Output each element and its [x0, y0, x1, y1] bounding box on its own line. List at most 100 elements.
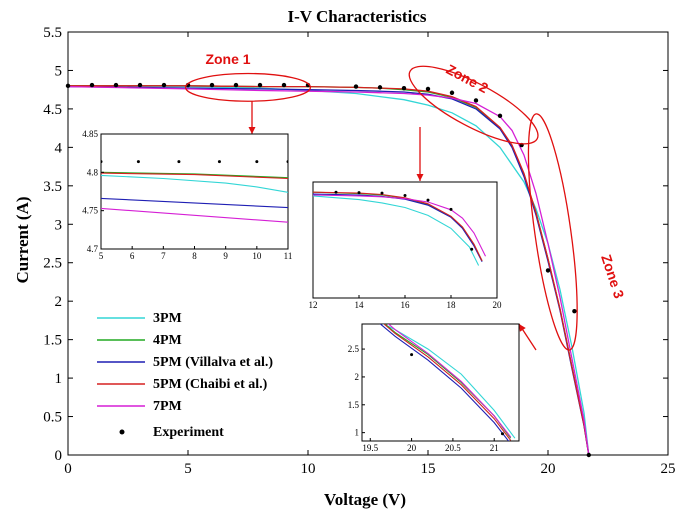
y-tick-label: 2 [55, 294, 63, 310]
experiment-point [572, 308, 577, 314]
experiment-point [473, 98, 479, 103]
inset-experiment-point [255, 160, 259, 164]
inset-line-3pm [382, 324, 516, 439]
inset-line-5pm-chaibi-et-al [383, 324, 512, 441]
inset-experiment-point [500, 432, 504, 436]
legend-label: 7PM [153, 399, 182, 414]
chart-title: I-V Characteristics [288, 7, 427, 26]
inset-x-tick-label: 20 [407, 443, 417, 453]
zone-label-zone-3: Zone 3 [598, 253, 627, 301]
inset-experiment-point [380, 191, 384, 195]
inset-x-tick-label: 20 [493, 300, 503, 310]
experiment-point [497, 113, 503, 119]
experiment-point [353, 84, 359, 89]
inset-x-tick-label: 6 [130, 251, 135, 261]
inset-x-tick-label: 18 [447, 300, 457, 310]
inset-x-tick-label: 12 [309, 300, 318, 310]
inset-experiment-point [217, 160, 221, 164]
inset-experiment-point [334, 190, 338, 194]
legend-label: Experiment [153, 425, 224, 440]
legend-item-4pm: 4PM [97, 333, 182, 348]
y-tick-label: 5 [55, 63, 63, 79]
zone-ellipse-zone-3 [527, 113, 578, 351]
main-series [65, 82, 591, 458]
inset-experiment-point [410, 353, 414, 357]
legend-item-3pm: 3PM [97, 311, 182, 326]
experiment-point [113, 82, 119, 88]
inset-experiment-point [101, 160, 103, 164]
x-tick-label: 15 [421, 461, 436, 477]
experiment-point [65, 83, 71, 89]
inset-x-tick-label: 19.5 [362, 443, 378, 453]
zone-ellipse-zone-2 [408, 65, 539, 145]
experiment-point [401, 85, 407, 91]
legend-item-5pm-villalva-et-al: 5PM (Villalva et al.) [97, 355, 273, 370]
inset-experiment-point [449, 207, 453, 211]
inset-experiment-point [136, 160, 140, 164]
x-tick-label: 25 [661, 461, 676, 477]
y-axis-label: Current (A) [13, 196, 32, 283]
inset-line-3pm [313, 195, 480, 266]
legend-item-7pm: 7PM [97, 399, 182, 414]
y-tick-label: 0.5 [43, 410, 62, 426]
zone-label-zone-1: Zone 1 [205, 51, 250, 67]
y-tick-label: 4 [55, 140, 63, 156]
inset-line-5pm-chaibi-et-al [313, 191, 483, 262]
experiment-point [586, 452, 591, 458]
inset-x-tick-label: 8 [192, 251, 197, 261]
inset-line-4pm [101, 171, 288, 179]
zone-arrow-head [416, 174, 424, 181]
inset-y-tick-label: 4.85 [82, 129, 98, 139]
experiment-point [233, 82, 239, 88]
x-tick-label: 20 [541, 461, 556, 477]
inset-series [379, 324, 516, 441]
inset-x-tick-label: 5 [99, 251, 104, 261]
y-tick-label: 0 [55, 448, 63, 464]
experiment-point [545, 268, 551, 273]
inset-experiment-point [177, 160, 181, 164]
inset-x-tick-label: 10 [252, 251, 262, 261]
inset-y-tick-label: 1 [355, 428, 360, 438]
experiment-point [137, 82, 143, 88]
inset-frame [312, 181, 498, 299]
inset-zone-3: 19.5 20 20.5 21 1 1.5 2 2.5 [348, 323, 520, 453]
experiment-point [257, 82, 263, 88]
inset-zone-1: 5 6 7 8 9 10 11 4.7 4.75 4.8 4.85 [82, 129, 292, 261]
legend-label: 3PM [153, 311, 182, 326]
inset-line-5pm-chaibi-et-al [101, 172, 288, 180]
inset-line-5pm-villalva-et-al [313, 193, 483, 263]
experiment-point [89, 82, 95, 88]
experiment-point [209, 82, 215, 88]
inset-y-tick-label: 4.75 [82, 206, 98, 216]
zone-arrow-head [248, 127, 256, 134]
legend-label: 4PM [153, 333, 182, 348]
inset-series [101, 160, 288, 223]
inset-line-7pm [313, 194, 486, 257]
experiment-point [377, 85, 383, 90]
inset-experiment-point [470, 247, 474, 251]
legend-marker [119, 429, 125, 435]
experiment-point [161, 82, 167, 88]
x-axis-label: Voltage (V) [324, 490, 406, 509]
legend-item-experiment: Experiment [119, 425, 224, 440]
legend: 3PM 4PM 5PM (Villalva et al.) 5PM (Chaibi e… [97, 311, 273, 440]
experiment-point [281, 82, 287, 88]
x-tick-label: 5 [184, 461, 192, 477]
inset-series [313, 190, 486, 266]
inset-line-5pm-villalva-et-al [101, 197, 288, 209]
inset-experiment-point [426, 198, 430, 202]
inset-x-tick-label: 20.5 [445, 443, 461, 453]
x-tick-label: 0 [64, 461, 72, 477]
inset-x-tick-label: 21 [490, 443, 499, 453]
inset-y-tick-label: 1.5 [348, 400, 360, 410]
experiment-point [449, 90, 455, 95]
zone-arrow-head [519, 324, 526, 332]
inset-experiment-point [403, 193, 407, 197]
inset-line-5pm-villalva-et-al [379, 324, 510, 441]
inset-experiment-point [357, 191, 361, 195]
plot-frame [67, 31, 669, 456]
x-tick-label: 10 [301, 461, 316, 477]
